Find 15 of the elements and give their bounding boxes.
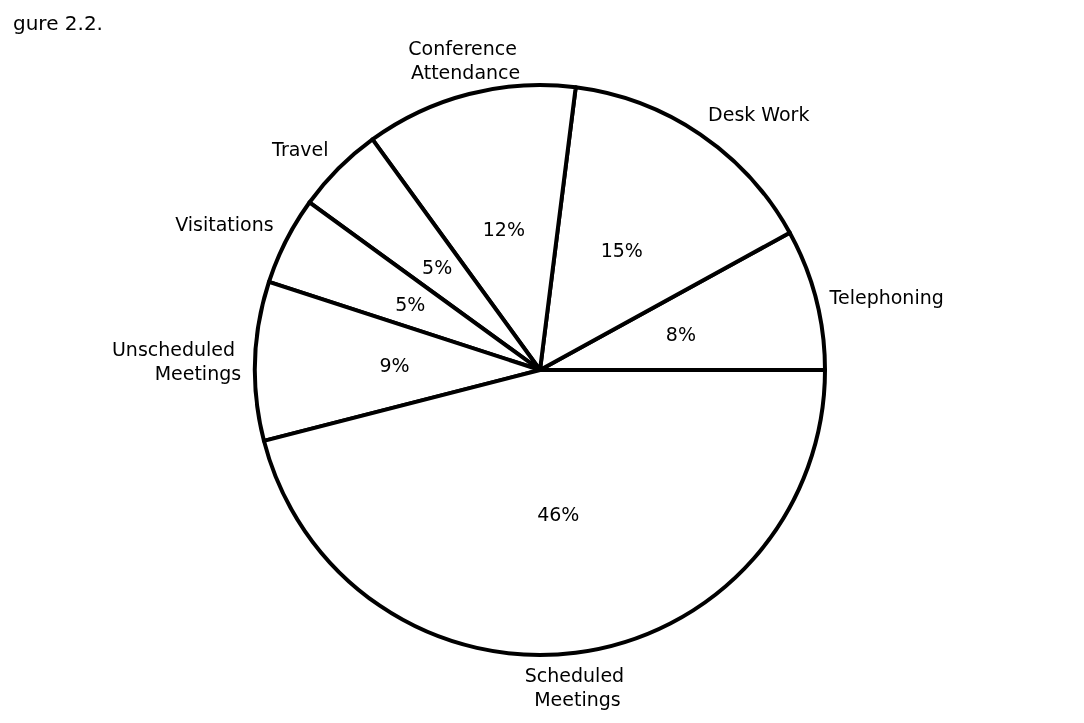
- slice-label: Travel: [271, 138, 329, 161]
- data-label: 46%: [537, 503, 580, 526]
- data-label: 15%: [600, 238, 643, 261]
- slice-label: Telephoning: [828, 285, 944, 308]
- slice-label: Scheduled Meetings: [524, 663, 631, 710]
- slice-label: Conference Attendance: [408, 37, 523, 84]
- data-label: 9%: [379, 354, 410, 377]
- slice-label: Unscheduled Meetings: [111, 337, 242, 384]
- data-label: 12%: [482, 218, 525, 241]
- data-label: 5%: [422, 256, 453, 279]
- slice-label: Visitations: [175, 213, 274, 236]
- chart-title: gure 2.2.: [13, 11, 103, 35]
- data-label: 5%: [395, 292, 426, 315]
- slice-label: Desk Work: [708, 103, 810, 126]
- data-label: 8%: [665, 322, 697, 345]
